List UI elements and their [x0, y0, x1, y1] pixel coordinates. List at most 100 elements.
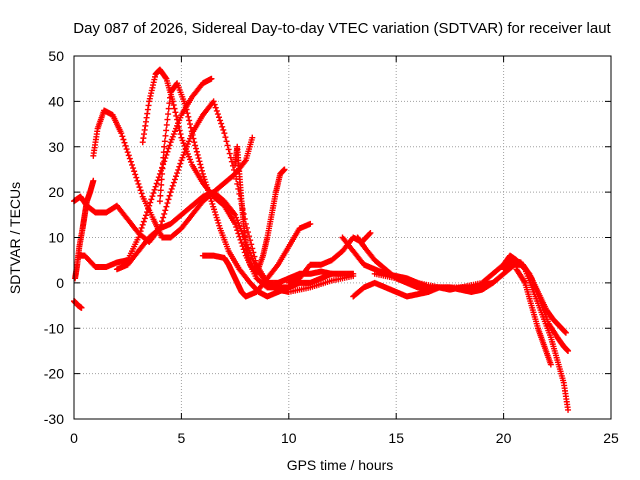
series-arc-c — [71, 298, 85, 311]
data-point — [220, 126, 227, 133]
data-point — [125, 152, 132, 159]
data-point — [175, 123, 182, 130]
data-point — [249, 255, 256, 262]
data-point — [221, 130, 228, 137]
y-tick-label: 10 — [48, 230, 64, 246]
data-point — [185, 138, 192, 145]
data-point — [142, 212, 149, 219]
data-point — [223, 138, 230, 145]
data-point — [208, 75, 215, 82]
data-point — [134, 177, 141, 184]
series-arc-s — [513, 266, 554, 368]
data-point — [198, 164, 205, 171]
data-point — [226, 150, 233, 157]
data-point — [227, 154, 234, 161]
data-point — [172, 109, 179, 116]
data-point — [199, 170, 206, 177]
data-point — [159, 165, 166, 172]
data-point — [170, 179, 177, 186]
data-point — [160, 154, 167, 161]
data-point — [171, 105, 178, 112]
data-point — [225, 146, 232, 153]
data-point — [215, 114, 222, 121]
data-point — [124, 149, 131, 156]
data-point — [174, 120, 181, 127]
axis-ticks — [73, 55, 612, 420]
data-point — [211, 101, 218, 108]
data-point — [179, 137, 186, 144]
data-point — [215, 219, 222, 226]
data-point — [138, 190, 145, 197]
data-point — [175, 166, 182, 173]
data-point — [203, 181, 210, 188]
data-point — [186, 121, 193, 128]
data-point — [178, 134, 185, 141]
data-point — [233, 214, 240, 221]
data-point — [212, 211, 219, 218]
data-point — [120, 136, 127, 143]
data-point — [165, 105, 172, 112]
y-axis-label: SDTVAR / TECUs — [7, 182, 23, 294]
data-point — [165, 111, 172, 118]
y-tick-label: -10 — [44, 320, 64, 336]
data-point — [249, 134, 256, 141]
data-point — [218, 120, 225, 127]
x-tick-label: 15 — [388, 430, 404, 446]
data-point — [157, 187, 164, 194]
data-point — [249, 245, 256, 252]
data-point — [137, 228, 144, 235]
series-arc-r — [511, 261, 572, 354]
data-point — [165, 196, 172, 203]
data-point — [166, 192, 173, 199]
data-point — [167, 139, 174, 146]
data-point — [166, 100, 173, 107]
data-point — [139, 221, 146, 228]
data-point — [118, 130, 125, 137]
data-point — [159, 160, 166, 167]
data-point — [126, 155, 133, 162]
data-point — [184, 141, 191, 148]
series-arc-j — [199, 252, 249, 300]
data-point — [150, 190, 157, 197]
data-point — [562, 329, 569, 336]
data-point — [169, 98, 176, 105]
data-point — [163, 121, 170, 128]
y-tick-label: 40 — [48, 93, 64, 109]
data-point — [281, 166, 288, 173]
data-point — [182, 102, 189, 109]
data-point — [366, 230, 373, 237]
data-point — [156, 198, 163, 205]
data-point — [211, 209, 218, 216]
data-point — [178, 157, 185, 164]
data-point — [184, 151, 191, 158]
y-tick-label: 50 — [48, 48, 64, 64]
data-point — [238, 239, 245, 246]
data-point — [565, 406, 572, 413]
data-point — [350, 270, 357, 277]
data-point — [127, 158, 134, 165]
data-point — [173, 173, 180, 180]
data-point — [158, 176, 165, 183]
data-point — [133, 174, 140, 181]
data-point — [180, 151, 187, 158]
data-point — [188, 128, 195, 135]
data-point — [162, 132, 169, 139]
data-point — [130, 165, 137, 172]
data-point — [162, 207, 169, 214]
data-point — [217, 117, 224, 124]
data-point — [153, 180, 160, 187]
y-tick-label: -30 — [44, 411, 64, 427]
data-point — [132, 171, 139, 178]
data-point — [190, 135, 197, 142]
data-point — [191, 139, 198, 146]
data-point — [145, 205, 152, 212]
data-point — [151, 186, 158, 193]
data-point — [159, 218, 166, 225]
data-point — [204, 184, 211, 191]
data-point — [147, 199, 154, 206]
data-point — [136, 231, 143, 238]
data-point — [246, 233, 253, 240]
data-point — [164, 200, 171, 207]
data-point — [167, 189, 174, 196]
